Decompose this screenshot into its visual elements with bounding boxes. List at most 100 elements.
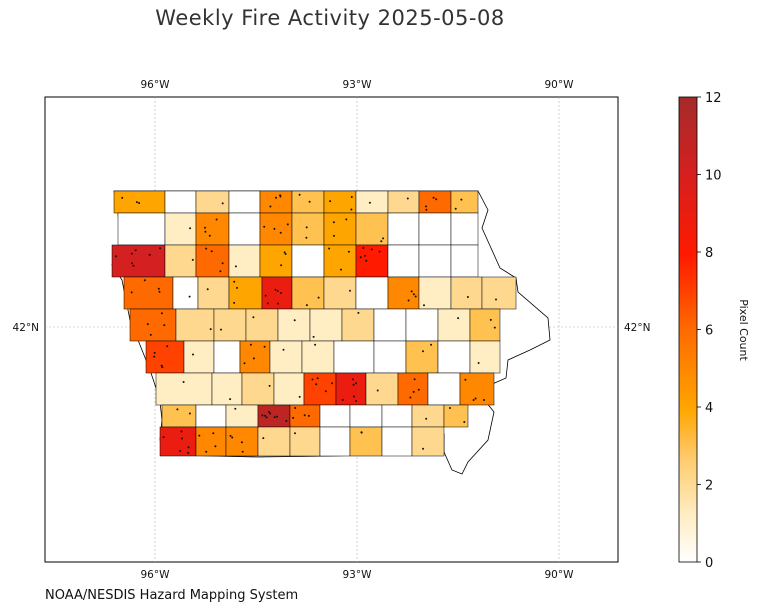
- fire-point: [283, 251, 286, 254]
- fire-point: [121, 196, 124, 199]
- county-cell: [155, 372, 213, 406]
- fire-point: [316, 377, 319, 380]
- fire-point: [205, 450, 208, 453]
- fire-point: [464, 378, 467, 381]
- fire-point: [332, 221, 335, 224]
- fire-point: [328, 247, 331, 250]
- county-cell: [195, 404, 227, 428]
- fire-point: [179, 450, 182, 452]
- fire-point: [163, 324, 166, 327]
- fire-point: [159, 247, 161, 250]
- fire-point: [206, 288, 209, 291]
- county-cell: [418, 190, 452, 214]
- fire-point: [285, 420, 288, 422]
- fire-point: [312, 335, 315, 338]
- county-cell: [159, 426, 197, 457]
- fire-point: [234, 407, 237, 410]
- fire-point: [315, 383, 318, 386]
- fire-point: [252, 316, 255, 319]
- county-cell: [117, 212, 166, 246]
- fire-point: [432, 196, 435, 199]
- county-cell: [450, 276, 483, 310]
- county-cell: [437, 308, 471, 342]
- fire-point: [269, 205, 272, 208]
- fire-point: [368, 201, 371, 204]
- fire-point: [376, 389, 379, 392]
- fire-point: [263, 345, 266, 348]
- fire-point: [143, 279, 146, 282]
- county-cell: [341, 308, 375, 342]
- fire-point: [249, 343, 252, 346]
- top-lon-tick-90w: 90°W: [545, 79, 575, 91]
- fire-point: [370, 248, 373, 251]
- fire-point: [311, 378, 314, 381]
- fire-point: [158, 290, 161, 293]
- fire-point: [264, 294, 267, 297]
- fire-point: [417, 388, 420, 391]
- fire-point: [191, 258, 194, 261]
- fire-point: [305, 236, 308, 239]
- fire-point: [307, 414, 310, 417]
- fire-point: [365, 259, 368, 262]
- fire-point: [413, 378, 416, 381]
- county-cell: [450, 212, 479, 246]
- fire-point: [489, 318, 492, 321]
- fire-point: [477, 362, 480, 364]
- fire-point: [236, 286, 238, 289]
- county-cell: [291, 190, 325, 214]
- county-cell: [323, 276, 357, 310]
- fire-point: [352, 383, 355, 386]
- county-cell: [469, 308, 501, 342]
- county-cell: [161, 404, 197, 428]
- fire-point: [234, 265, 237, 268]
- fire-point: [493, 326, 496, 329]
- county-cell: [228, 212, 261, 246]
- left-lat-tick-42n: 42°N: [13, 322, 39, 334]
- fire-point: [359, 256, 362, 259]
- fire-point: [345, 218, 348, 221]
- county-cell: [355, 276, 389, 310]
- fire-point: [241, 450, 244, 453]
- fire-point: [134, 249, 137, 252]
- fire-point: [263, 225, 266, 228]
- fire-point: [221, 262, 224, 265]
- fire-point: [166, 345, 169, 348]
- fire-point: [349, 289, 351, 292]
- fire-point: [266, 302, 269, 305]
- fire-point: [460, 198, 463, 201]
- county-cell: [195, 244, 230, 278]
- fire-point: [229, 434, 232, 437]
- fire-point: [240, 441, 243, 444]
- fire-point: [303, 414, 306, 417]
- county-cell: [195, 212, 230, 246]
- colorbar-tick-label: 6: [705, 324, 713, 339]
- county-cell: [211, 372, 243, 406]
- fire-point: [362, 247, 365, 249]
- fire-point: [231, 436, 234, 439]
- county-cell: [175, 308, 215, 342]
- fire-point: [212, 432, 215, 435]
- county-cell: [397, 372, 429, 406]
- fire-point: [233, 280, 236, 283]
- fire-point: [457, 317, 460, 320]
- county-cell: [197, 276, 230, 310]
- fire-point: [160, 312, 163, 315]
- fire-point: [466, 296, 469, 298]
- fire-point: [273, 416, 276, 419]
- county-cell: [355, 190, 389, 214]
- county-cell: [129, 308, 177, 342]
- fire-point: [474, 397, 477, 400]
- fire-point: [276, 290, 279, 292]
- fire-point: [252, 357, 255, 360]
- fire-point: [198, 434, 201, 437]
- colorbar-label: Pixel Count: [737, 299, 750, 361]
- fire-point: [189, 227, 192, 230]
- fire-point: [220, 328, 222, 331]
- county-cell: [261, 276, 293, 310]
- county-cell: [335, 372, 367, 406]
- fire-point: [275, 196, 277, 199]
- county-cell: [145, 340, 185, 374]
- fire-point: [282, 348, 285, 351]
- county-cell: [228, 244, 261, 278]
- fire-point: [364, 254, 366, 257]
